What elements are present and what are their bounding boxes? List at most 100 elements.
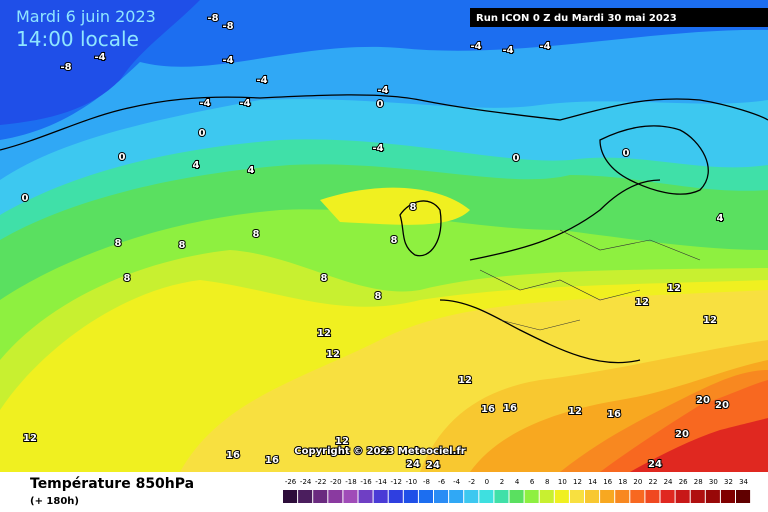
contour-label: -8: [222, 21, 233, 32]
contour-label: -8: [207, 13, 218, 24]
colorbar-label: 2: [500, 478, 504, 486]
colorbar-label: 4: [515, 478, 520, 486]
colorbar-label: 32: [724, 478, 733, 486]
colorbar-label: 22: [648, 478, 657, 486]
colorbar-label: -2: [468, 478, 475, 486]
contour-label: 0: [199, 128, 206, 139]
contour-label: 20: [715, 400, 729, 411]
colorbar-cell: [418, 490, 433, 503]
contour-label: 0: [623, 148, 630, 159]
colorbar-label: -18: [345, 478, 356, 486]
contour-label: 8: [321, 273, 328, 284]
contour-label: 0: [513, 153, 520, 164]
colorbar-label: 6: [530, 478, 535, 486]
borders: [479, 229, 701, 331]
colorbar-cell: [388, 490, 403, 503]
contour-label: 0: [119, 152, 126, 163]
field-minus8: [0, 0, 768, 140]
time-label: 14:00 locale: [16, 27, 139, 51]
colorbar-label: 18: [618, 478, 627, 486]
contour-label: 12: [703, 315, 717, 326]
contour-label: 8: [410, 202, 417, 213]
colorbar-cell: [509, 490, 524, 503]
contour-label: 24: [426, 460, 440, 471]
colorbar-label: 26: [679, 478, 688, 486]
contour-labels: -8 -8 -8 -4 -4 -4 -4 -4 -4 -4 -4 -4 0 0 …: [21, 12, 730, 472]
contour-label: 16: [503, 403, 517, 414]
colorbar-label: -12: [391, 478, 402, 486]
colorbar-cell: [690, 490, 705, 503]
field-24: [630, 418, 768, 472]
contour-label: 20: [696, 395, 710, 406]
contour-label: 8: [179, 240, 186, 251]
colorbar-cell: [630, 490, 645, 503]
contour-label: 0: [22, 193, 29, 204]
contour-label: 8: [375, 291, 382, 302]
run-label: Run ICON 0 Z du Mardi 30 mai 2023: [476, 13, 677, 24]
contour-label: 8: [124, 273, 131, 284]
contour-label: -4: [377, 85, 388, 96]
contour-label: -4: [239, 98, 250, 109]
copyright: Copyright © 2023 Meteociel.fr: [294, 446, 465, 457]
contour-label: -4: [222, 55, 233, 66]
contour-label: 8: [115, 238, 122, 249]
colorbar-cell: [358, 490, 373, 503]
contour-label: 8: [253, 229, 260, 240]
contour-label: -4: [372, 143, 383, 154]
colorbar-label: 34: [739, 478, 748, 486]
contour-label: 4: [248, 165, 255, 176]
colorbar-label: -6: [438, 478, 446, 486]
colorbar-label: -22: [315, 478, 326, 486]
coastline-north: [0, 94, 768, 151]
colorbar-label: -20: [330, 478, 341, 486]
colorbar-cell: [720, 490, 735, 503]
colorbar-label: 14: [588, 478, 597, 486]
contour-label: -4: [199, 98, 210, 109]
map-field: [0, 0, 768, 473]
contour-label: -4: [470, 41, 481, 52]
colorbar-cell: [615, 490, 630, 503]
colorbar-label: 0: [485, 478, 489, 486]
colorbar: -26 -24 -22 -20 -18 -16 -14 -12 -10 -8 -6 -4 -2 0 2 4 6 8…: [283, 478, 751, 503]
contour-label: 16: [265, 455, 279, 466]
colorbar-cell: [343, 490, 358, 503]
colorbar-label: 16: [603, 478, 612, 486]
contour-label: 12: [568, 406, 582, 417]
colorbar-label: -14: [375, 478, 387, 486]
contour-label: 16: [607, 409, 621, 420]
colorbar-cell: [494, 490, 509, 503]
colorbar-cell: [585, 490, 600, 503]
colorbar-cell: [554, 490, 569, 503]
colorbar-label: 20: [633, 478, 642, 486]
colorbar-cell: [524, 490, 539, 503]
contour-label: 12: [317, 328, 331, 339]
colorbar-label: 24: [664, 478, 673, 486]
contour-label: 12: [458, 375, 472, 386]
colorbar-cell: [449, 490, 464, 503]
colorbar-label: 8: [545, 478, 549, 486]
colorbar-cell: [600, 490, 615, 503]
contour-label: 0: [377, 99, 384, 110]
colorbar-cell: [283, 490, 298, 503]
contour-label: -4: [94, 52, 105, 63]
colorbar-label: -8: [423, 478, 430, 486]
colorbar-label: -10: [406, 478, 417, 486]
colorbar-cell: [313, 490, 328, 503]
contour-label: 12: [635, 297, 649, 308]
contour-label: -4: [256, 75, 267, 86]
colorbar-cell: [660, 490, 675, 503]
date-label: Mardi 6 juin 2023: [16, 7, 156, 26]
colorbar-label: -16: [360, 478, 372, 486]
colorbar-cell: [373, 490, 388, 503]
contour-label: -4: [502, 45, 513, 56]
contour-label: 4: [193, 160, 200, 171]
colorbar-label: -24: [300, 478, 312, 486]
contour-label: -4: [539, 41, 550, 52]
contour-label: 24: [648, 459, 662, 470]
colorbar-label: 10: [558, 478, 567, 486]
colorbar-cell: [464, 490, 479, 503]
colorbar-cell: [328, 490, 343, 503]
colorbar-label: 28: [694, 478, 703, 486]
colorbar-label: 30: [709, 478, 718, 486]
